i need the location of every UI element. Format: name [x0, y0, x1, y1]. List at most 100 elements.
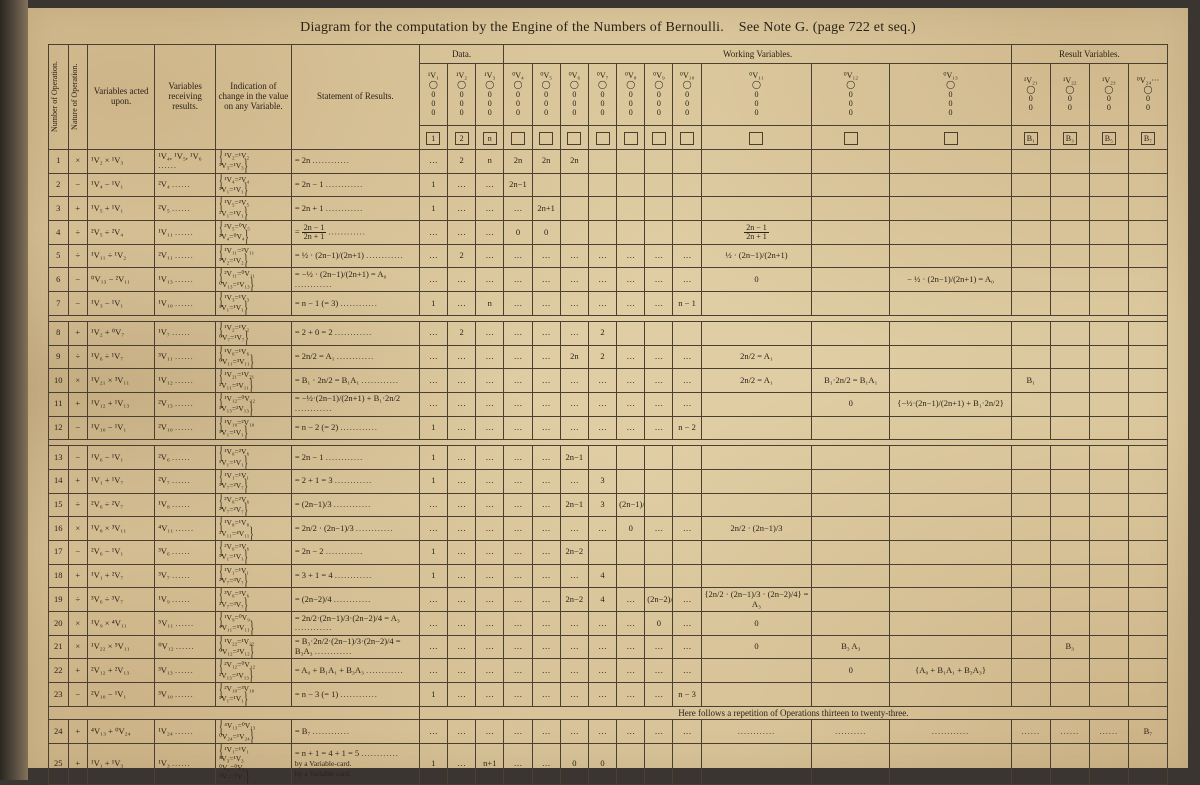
cell: … [504, 517, 532, 541]
op-number: 3 [49, 197, 69, 221]
op-number: 1 [49, 150, 69, 174]
cell: … [476, 244, 504, 268]
op-indication: {¹V₁₂=⁰V₁₂¹V₁₃=²V₁₃} [215, 392, 291, 416]
cell: … [476, 517, 504, 541]
op-indication: {¹V₉=⁰V₉⁴V₁₁=⁵V₁₁} [215, 612, 291, 636]
cell [645, 173, 673, 197]
operation-row: 23 − ²V₁₀ − ¹V₁ ³V₁₀ ...... {²V₁₀=³V₁₀¹V… [49, 683, 1168, 707]
result-cell [1089, 292, 1128, 316]
result-cell [1089, 345, 1128, 369]
op-indication: {¹V₂₂=¹V₂₂⁰V₁₂=²V₁₂} [215, 635, 291, 659]
operation-row: 20 × ¹V₉ × ⁴V₁₁ ⁵V₁₁ ...... {¹V₉=⁰V₉⁴V₁₁… [49, 612, 1168, 636]
cell: 2n [504, 150, 532, 174]
result-cell [1128, 446, 1167, 470]
cell [588, 173, 616, 197]
result-cell [1128, 244, 1167, 268]
op-statement: = 2n + 1 ............ [291, 197, 419, 221]
var-initbox: 2 [447, 125, 475, 149]
operation-row: 25 + ¹V₁ + ¹V₃ ¹V₃ ...... {¹V₁=¹V₁¹V₃=¹V… [49, 743, 1168, 784]
result-cell [1089, 392, 1128, 416]
cell [673, 541, 701, 565]
op-receiving: ²V₁₀ ...... [155, 416, 216, 440]
result-cell [1011, 517, 1050, 541]
op-number: 12 [49, 416, 69, 440]
result-cell [1050, 493, 1089, 517]
result-cell [1089, 268, 1128, 292]
op-acted: ¹V₁ + ¹V₇ [88, 469, 155, 493]
result-cell [1050, 197, 1089, 221]
col-number-of-operation: Number of Operation. [51, 47, 60, 147]
cell: … [447, 588, 475, 612]
cell: … [504, 469, 532, 493]
result-cell [1128, 392, 1167, 416]
cell [645, 221, 673, 245]
op-receiving: ¹V₂₄ ...... [155, 720, 216, 744]
cell-v11 [701, 659, 812, 683]
cell [645, 446, 673, 470]
op-indication: {¹V₁=¹V₁¹V₃=¹V₃⁰V₆=⁰V₆⁰V₇=⁰V₇} [215, 743, 291, 784]
cell: … [673, 720, 701, 744]
op-symbol: − [68, 416, 88, 440]
cell [588, 150, 616, 174]
cell [645, 321, 673, 345]
operation-row: 9 ÷ ¹V₆ ÷ ¹V₇ ³V₁₁ ...... {¹V₆=¹V₆⁰V₁₁=³… [49, 345, 1168, 369]
cell: … [419, 517, 447, 541]
var-header: ¹V₁◯000 [419, 63, 447, 125]
cell-v13: {−½·(2n−1)/(2n+1) + B₁·2n/2} [890, 392, 1011, 416]
cell-v12 [812, 416, 890, 440]
cell-v13 [890, 221, 1011, 245]
op-statement: = B₇ ............ [291, 720, 419, 744]
op-statement: = (2n−1)/3 ............ [291, 493, 419, 517]
op-indication: {¹V₆=¹V₆⁰V₁₁=³V₁₁} [215, 345, 291, 369]
cell: … [532, 292, 560, 316]
cell: … [532, 541, 560, 565]
result-cell [1128, 612, 1167, 636]
op-acted: ²V₁₂ + ²V₁₃ [88, 659, 155, 683]
cell: n − 1 [673, 292, 701, 316]
result-cell [1089, 612, 1128, 636]
cell: … [560, 612, 588, 636]
result-cell [1128, 469, 1167, 493]
op-number: 19 [49, 588, 69, 612]
op-indication: {¹V₃=¹V₃¹V₁=¹V₁} [215, 292, 291, 316]
computation-table: Number of Operation. Nature of Operation… [48, 44, 1168, 785]
cell: 2 [447, 244, 475, 268]
cell-v13 [890, 635, 1011, 659]
cell: … [419, 150, 447, 174]
cell: … [560, 564, 588, 588]
result-cell [1128, 743, 1167, 784]
cell: … [532, 683, 560, 707]
cell-v13 [890, 416, 1011, 440]
cell-v12 [812, 197, 890, 221]
operation-row: 14 + ¹V₁ + ¹V₇ ²V₇ ...... {¹V₁=¹V₁¹V₇=²V… [49, 469, 1168, 493]
result-cell: ...... [1050, 720, 1089, 744]
cell: … [532, 416, 560, 440]
op-number: 20 [49, 612, 69, 636]
op-symbol: − [68, 446, 88, 470]
cell-v11 [701, 392, 812, 416]
op-receiving: ⁰V₁₂ ...... [155, 635, 216, 659]
op-symbol: − [68, 292, 88, 316]
cell: … [419, 720, 447, 744]
op-receiving: ¹V₉ ...... [155, 588, 216, 612]
cell [532, 173, 560, 197]
cell: 2n [560, 345, 588, 369]
cell: … [476, 564, 504, 588]
result-cell [1011, 446, 1050, 470]
op-indication: {¹V₁=¹V₁¹V₇=²V₇} [215, 469, 291, 493]
cell: … [588, 683, 616, 707]
cell-v12 [812, 244, 890, 268]
cell: … [645, 292, 673, 316]
manuscript-page: Diagram for the computation by the Engin… [28, 8, 1188, 768]
cell-v13 [890, 173, 1011, 197]
result-cell [1011, 173, 1050, 197]
op-statement: = 2n − 1 ............ [291, 173, 419, 197]
cell: … [532, 659, 560, 683]
cell: 2n [532, 150, 560, 174]
var-header: ⁰V₁₁◯000 [701, 63, 812, 125]
cell: … [504, 345, 532, 369]
operations-block-2: 8 + ¹V₂ + ⁰V₇ ¹V₇ ...... {¹V₂=¹V₂⁰V₇=¹V₇… [49, 321, 1168, 439]
op-receiving: ³V₁₃ ...... [155, 659, 216, 683]
cell: … [673, 268, 701, 292]
cell [645, 743, 673, 784]
